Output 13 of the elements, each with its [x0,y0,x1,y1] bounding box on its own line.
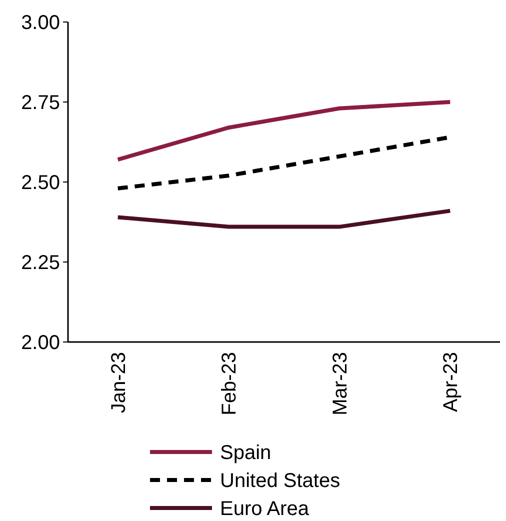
y-tick-label: 2.75 [21,92,60,114]
x-tick-label: Mar-23 [329,352,352,416]
x-tick-label: Jan-23 [108,352,130,414]
y-tick-label: 3.00 [21,12,60,34]
x-tick-label: Feb-23 [218,352,241,416]
y-tick-label: 2.50 [21,172,60,194]
legend-label: United States [220,470,340,492]
legend-label: Euro Area [220,498,310,520]
x-tick-label: Apr-23 [440,352,462,412]
legend-label: Spain [220,442,272,464]
line-series [116,100,452,162]
y-tick-label: 2.00 [21,332,60,354]
y-tick-label: 2.25 [21,252,60,274]
